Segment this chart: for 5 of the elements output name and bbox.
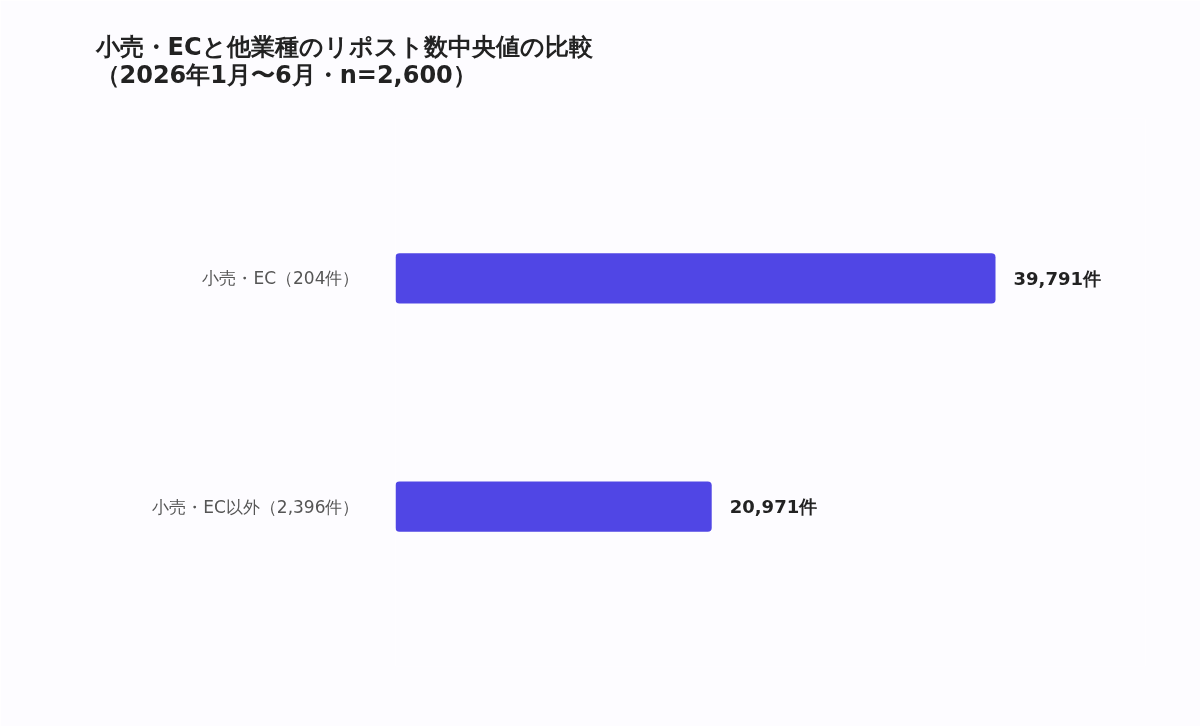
chart-title: 小売・ECと他業種のリポスト数中央値の比較（2026年1月〜6月・n=2,600） [94,32,594,89]
y-tick-label: 小売・EC以外（2,396件） [152,496,360,517]
data-label: 20,971件 [729,496,818,518]
data-label: 39,791件 [1013,267,1101,289]
y-tick-label: 小売・EC（204件） [202,268,360,289]
